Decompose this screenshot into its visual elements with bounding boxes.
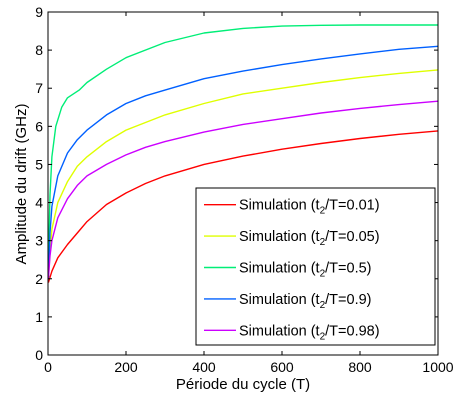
y-tick-label-9: 9 [35,4,43,20]
series-line-4 [47,100,439,279]
x-tick-label-4: 800 [348,359,372,375]
legend-label-0: Simulation (t2/T=0.01) [239,198,380,217]
y-tick-label-2: 2 [35,271,43,287]
legend-label-4: Simulation (t2/T=0.98) [239,323,380,342]
x-tick-label-5: 1000 [422,359,453,375]
y-tick-label-5: 5 [35,156,43,172]
y-tick-label-3: 3 [35,233,43,249]
series-line-3 [47,45,439,279]
series-line-2 [47,24,438,279]
legend-box [195,187,436,346]
y-tick-label-8: 8 [35,42,43,58]
legend-label-2: Simulation (t2/T=0.5) [239,261,372,280]
y-tick-label-4: 4 [35,195,43,211]
axes-layer: 0 200 400 600 800 1000 0 1 2 3 4 5 6 7 8 9 [35,4,454,375]
y-axis-label: Amplitude du drift (GHz) [13,104,30,265]
x-tick-label-1: 200 [114,359,138,375]
legend-label-3: Simulation (t2/T=0.9) [239,292,372,311]
x-tick-label-0: 0 [44,359,52,375]
axes-frame [47,11,439,356]
y-tick-label-1: 1 [35,309,43,325]
y-tick-label-0: 0 [35,347,43,363]
x-tick-label-3: 600 [270,359,294,375]
series-layer [47,24,439,283]
series-line-0 [47,130,439,283]
y-tick-label-6: 6 [35,118,43,134]
x-axis-label: Période du cycle (T) [176,376,310,393]
y-tick-label-7: 7 [35,80,43,96]
legend-label-1: Simulation (t2/T=0.05) [239,229,380,248]
series-line-1 [47,69,439,279]
x-tick-label-2: 400 [192,359,216,375]
legend: Simulation (t2/T=0.01) Simulation (t2/T=0… [195,187,436,346]
